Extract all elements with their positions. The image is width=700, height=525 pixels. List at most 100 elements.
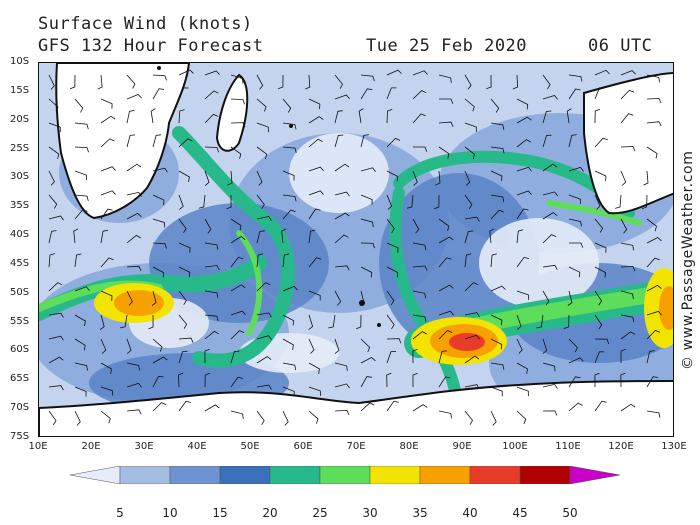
wind-barb bbox=[542, 74, 551, 90]
wind-barb bbox=[412, 265, 428, 271]
wind-barb bbox=[48, 194, 58, 209]
wind-barb bbox=[464, 230, 474, 244]
wind-barb bbox=[360, 242, 375, 249]
wind-barb bbox=[594, 266, 607, 278]
wind-barb bbox=[542, 163, 558, 172]
wind-barb bbox=[282, 410, 289, 426]
wind-barb bbox=[256, 122, 269, 133]
legend-label: 30 bbox=[362, 506, 378, 520]
wind-barb bbox=[126, 212, 142, 220]
wind-barb bbox=[620, 70, 636, 76]
wind-barb bbox=[334, 110, 343, 124]
wind-barb bbox=[74, 209, 88, 220]
wind-barb bbox=[620, 113, 634, 124]
wind-barb bbox=[536, 314, 544, 329]
wind-barb bbox=[360, 218, 374, 228]
wind-barb bbox=[334, 362, 348, 371]
wind-barb bbox=[204, 218, 212, 234]
forecast-date: Tue 25 Feb 2020 bbox=[366, 36, 528, 56]
wind-barb bbox=[334, 338, 340, 354]
wind-barb bbox=[490, 98, 500, 113]
wind-barb bbox=[100, 386, 114, 396]
wind-barb bbox=[256, 98, 267, 112]
wind-barb bbox=[594, 290, 603, 306]
wind-barb bbox=[412, 113, 426, 124]
wind-barb bbox=[438, 330, 453, 340]
legend-swatch bbox=[119, 465, 171, 485]
wind-barb bbox=[516, 98, 529, 110]
wind-barb bbox=[100, 410, 111, 424]
legend-swatch-max bbox=[569, 465, 621, 485]
wind-barb bbox=[620, 403, 636, 412]
latitude-label: 65S bbox=[10, 373, 30, 385]
wind-barb bbox=[100, 208, 113, 220]
wind-barb bbox=[178, 138, 193, 148]
wind-barb bbox=[74, 410, 81, 426]
wind-barb bbox=[646, 146, 658, 159]
wind-barb bbox=[594, 69, 610, 76]
wind-barb bbox=[256, 194, 265, 210]
wind-barb bbox=[256, 74, 264, 90]
wind-barb bbox=[464, 282, 479, 292]
wind-barb bbox=[126, 265, 142, 272]
wind-barb bbox=[204, 372, 211, 388]
wind-barb bbox=[151, 290, 157, 306]
legend-label: 25 bbox=[312, 506, 328, 520]
wind-barb bbox=[464, 355, 480, 364]
wind-barb bbox=[438, 121, 454, 127]
legend-label: 5 bbox=[116, 506, 124, 520]
wind-barb bbox=[204, 265, 220, 271]
wind-barb bbox=[542, 234, 557, 244]
wind-barb bbox=[542, 110, 552, 124]
longitude-label: 60E bbox=[293, 441, 313, 452]
wind-barb bbox=[282, 98, 292, 113]
wind-barb bbox=[620, 331, 636, 340]
wind-barb bbox=[256, 253, 264, 268]
wind-barb bbox=[438, 257, 452, 268]
wind-barb bbox=[178, 372, 184, 388]
wind-barb bbox=[360, 357, 376, 364]
wind-barb bbox=[594, 351, 605, 364]
wind-barb bbox=[126, 382, 142, 388]
wind-barb bbox=[308, 386, 321, 396]
wind-barb bbox=[594, 87, 605, 100]
wind-barb bbox=[152, 218, 166, 228]
antarctica-landmass bbox=[39, 380, 673, 436]
wind-barb bbox=[204, 146, 219, 153]
wind-barb bbox=[308, 190, 324, 196]
wind-barb bbox=[568, 402, 583, 412]
wind-barb bbox=[48, 98, 59, 112]
wind-barb bbox=[386, 266, 399, 278]
legend-swatch bbox=[219, 465, 271, 485]
wind-barb bbox=[204, 290, 219, 298]
wind-barb bbox=[641, 194, 648, 210]
wind-barb bbox=[178, 242, 191, 253]
wind-barb bbox=[516, 338, 523, 354]
wind-barb bbox=[413, 146, 428, 152]
wind-barb bbox=[620, 290, 634, 299]
wind-barb bbox=[646, 410, 661, 418]
wind-barb bbox=[386, 290, 395, 306]
wind-barb bbox=[464, 146, 475, 160]
wind-barb bbox=[490, 253, 498, 268]
wind-barb bbox=[464, 98, 475, 112]
wind-barb bbox=[594, 314, 603, 330]
latitude-label: 70S bbox=[10, 402, 30, 414]
wind-barb bbox=[152, 74, 167, 81]
wind-barb bbox=[48, 312, 64, 318]
wind-barb bbox=[48, 356, 64, 364]
wind-barb bbox=[204, 348, 210, 364]
wind-barb bbox=[490, 362, 505, 370]
wind-barb bbox=[74, 386, 87, 397]
wind-barb bbox=[282, 170, 295, 181]
legend-label: 35 bbox=[412, 506, 428, 520]
africa-landmass bbox=[55, 63, 191, 220]
wind-barb bbox=[74, 122, 89, 130]
wind-barb bbox=[360, 376, 372, 388]
wind-barb bbox=[308, 338, 315, 354]
wind-barb bbox=[126, 163, 142, 172]
wind-barb bbox=[594, 137, 608, 148]
wind-barb bbox=[152, 338, 163, 352]
wind-barb bbox=[74, 98, 84, 113]
color-legend bbox=[69, 465, 630, 485]
